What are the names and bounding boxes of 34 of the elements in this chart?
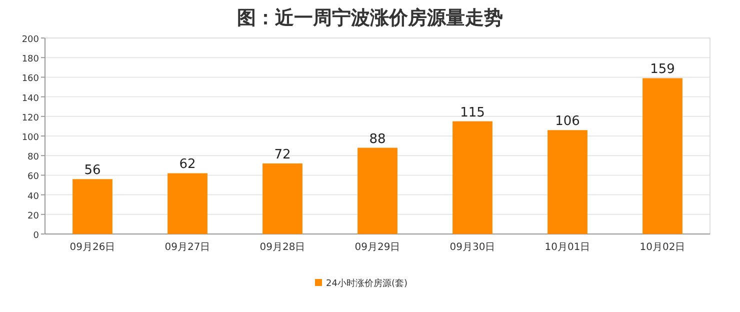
bar [452,121,492,234]
bar [358,148,398,234]
bar [168,173,208,234]
bar [72,179,112,234]
data-label: 159 [650,62,675,78]
data-label: 56 [84,163,101,178]
y-tick-label: 160 [22,74,40,84]
y-tick-label: 200 [22,35,40,45]
x-tick-label: 09月26日 [70,242,116,253]
x-tick-label: 09月27日 [164,242,210,253]
y-tick-label: 100 [22,133,40,143]
y-tick-label: 60 [28,172,40,182]
y-tick-label: 140 [22,94,40,104]
y-tick-label: 20 [28,211,40,222]
x-tick-label: 10月01日 [544,242,590,253]
bar [642,78,682,234]
x-tick-label: 09月29日 [354,242,400,253]
x-tick-label: 09月28日 [260,242,306,253]
data-label: 106 [555,114,580,130]
y-tick-label: 80 [28,152,40,163]
data-label: 115 [460,105,485,120]
data-label: 88 [369,132,386,147]
y-tick-label: 40 [28,192,40,202]
chart-title: 图：近一周宁波涨价房源量走势 [237,7,503,29]
x-tick-label: 10月02日 [640,242,686,253]
legend-label: 24小时涨价房源(套) [326,278,408,289]
y-tick-label: 180 [22,54,40,65]
bar [262,163,302,234]
bar [548,130,588,234]
data-label: 62 [179,157,196,172]
y-tick-label: 120 [22,113,40,124]
x-tick-label: 09月30日 [450,242,496,253]
y-tick-label: 0 [33,231,40,241]
data-label: 72 [274,147,291,162]
